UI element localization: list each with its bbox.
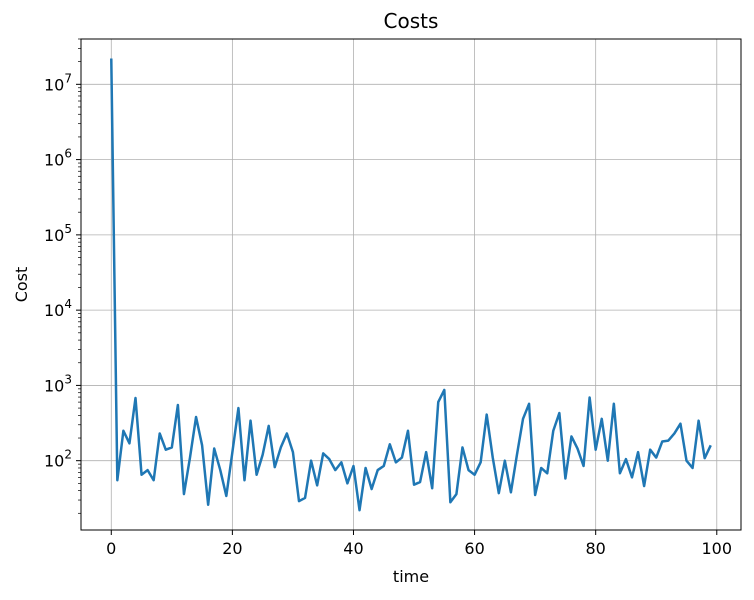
y-tick-label: 104 bbox=[44, 297, 72, 320]
x-tick-label: 20 bbox=[222, 539, 242, 558]
x-tick-label: 100 bbox=[702, 539, 733, 558]
grid-lines bbox=[81, 39, 741, 530]
y-tick-label: 102 bbox=[44, 448, 72, 471]
x-tick-label: 0 bbox=[106, 539, 116, 558]
plot-frame bbox=[80, 38, 742, 531]
y-tick-label: 107 bbox=[44, 71, 72, 94]
y-axis-ticks: 102 103 104 105 106 107 bbox=[44, 38, 81, 514]
series-line bbox=[110, 58, 712, 512]
y-tick-label: 103 bbox=[44, 372, 72, 395]
x-axis-label: time bbox=[393, 567, 429, 586]
chart-title: Costs bbox=[384, 9, 439, 33]
y-tick-label: 105 bbox=[44, 222, 72, 245]
y-axis-label: Cost bbox=[12, 267, 31, 303]
x-axis-ticks: 0 20 40 60 80 100 bbox=[106, 530, 732, 558]
series-layer bbox=[110, 58, 712, 512]
x-tick-label: 60 bbox=[464, 539, 484, 558]
x-tick-label: 40 bbox=[343, 539, 363, 558]
x-tick-label: 80 bbox=[585, 539, 605, 558]
y-tick-label: 106 bbox=[44, 147, 72, 170]
